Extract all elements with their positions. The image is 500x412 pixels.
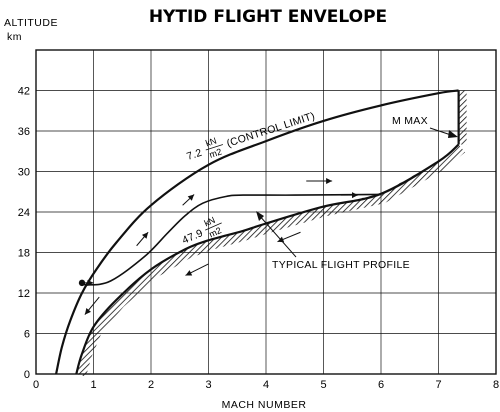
profile-direction-arrow (84, 279, 94, 286)
heating-limit-unit-num: kN (203, 215, 217, 229)
chart-title: HYTID FLIGHT ENVELOPE (149, 7, 387, 27)
mmax-hatch (458, 90, 467, 145)
control-limit-value: 7.2 (185, 147, 203, 163)
profile-start-point (78, 279, 86, 287)
series-line-typical-flight-profile (81, 193, 382, 286)
x-tick-label: 8 (493, 379, 499, 391)
control-limit-label: 7.2 kN m2 (CONTROL LIMIT) (185, 110, 316, 163)
y-tick-label: 0 (24, 369, 30, 381)
control-limit-unit-num: kN (204, 136, 218, 149)
x-tick-label: 1 (90, 379, 96, 391)
y-tick-label: 18 (18, 248, 30, 260)
profile-arrows (84, 177, 358, 315)
mmax-label: M MAX (392, 115, 428, 127)
series-lines (55, 89, 460, 375)
grid (35, 49, 497, 375)
y-tick-label: 36 (18, 126, 30, 138)
series-line-heating-limit (75, 143, 460, 375)
profile-direction-arrow (182, 194, 195, 206)
x-tick-label: 2 (148, 379, 154, 391)
x-tick-label: 4 (263, 379, 269, 391)
profile-direction-arrow (185, 263, 209, 276)
y-axis-unit: km (7, 31, 22, 43)
x-tick-label: 3 (205, 379, 211, 391)
profile-label: TYPICAL FLIGHT PROFILE (272, 259, 410, 271)
profile-direction-arrow (84, 296, 100, 315)
y-axis-label: ALTITUDE (4, 17, 58, 29)
y-tick-label: 30 (18, 167, 30, 179)
heating-limit-hatch (76, 144, 466, 377)
y-tick-label: 42 (18, 86, 30, 98)
control-limit-unit-den: m2 (208, 146, 223, 159)
x-axis-label: MACH NUMBER (222, 399, 307, 411)
heating-limit-unit-den: m2 (207, 225, 223, 239)
y-tick-label: 6 (24, 329, 30, 341)
profile-direction-arrow (306, 177, 333, 184)
x-tick-label: 5 (320, 379, 326, 391)
control-limit-suffix: (CONTROL LIMIT) (225, 110, 316, 150)
limit-hatching (76, 90, 467, 377)
y-tick-label: 24 (18, 207, 30, 219)
x-tick-label: 7 (435, 379, 441, 391)
y-tick-label: 12 (18, 288, 30, 300)
x-tick-label: 0 (33, 379, 39, 391)
profile-direction-arrow (340, 192, 358, 199)
profile-direction-arrow (136, 231, 149, 247)
x-tick-label: 6 (378, 379, 384, 391)
series-line-control-limit (55, 89, 459, 375)
plot-frame (35, 49, 497, 375)
